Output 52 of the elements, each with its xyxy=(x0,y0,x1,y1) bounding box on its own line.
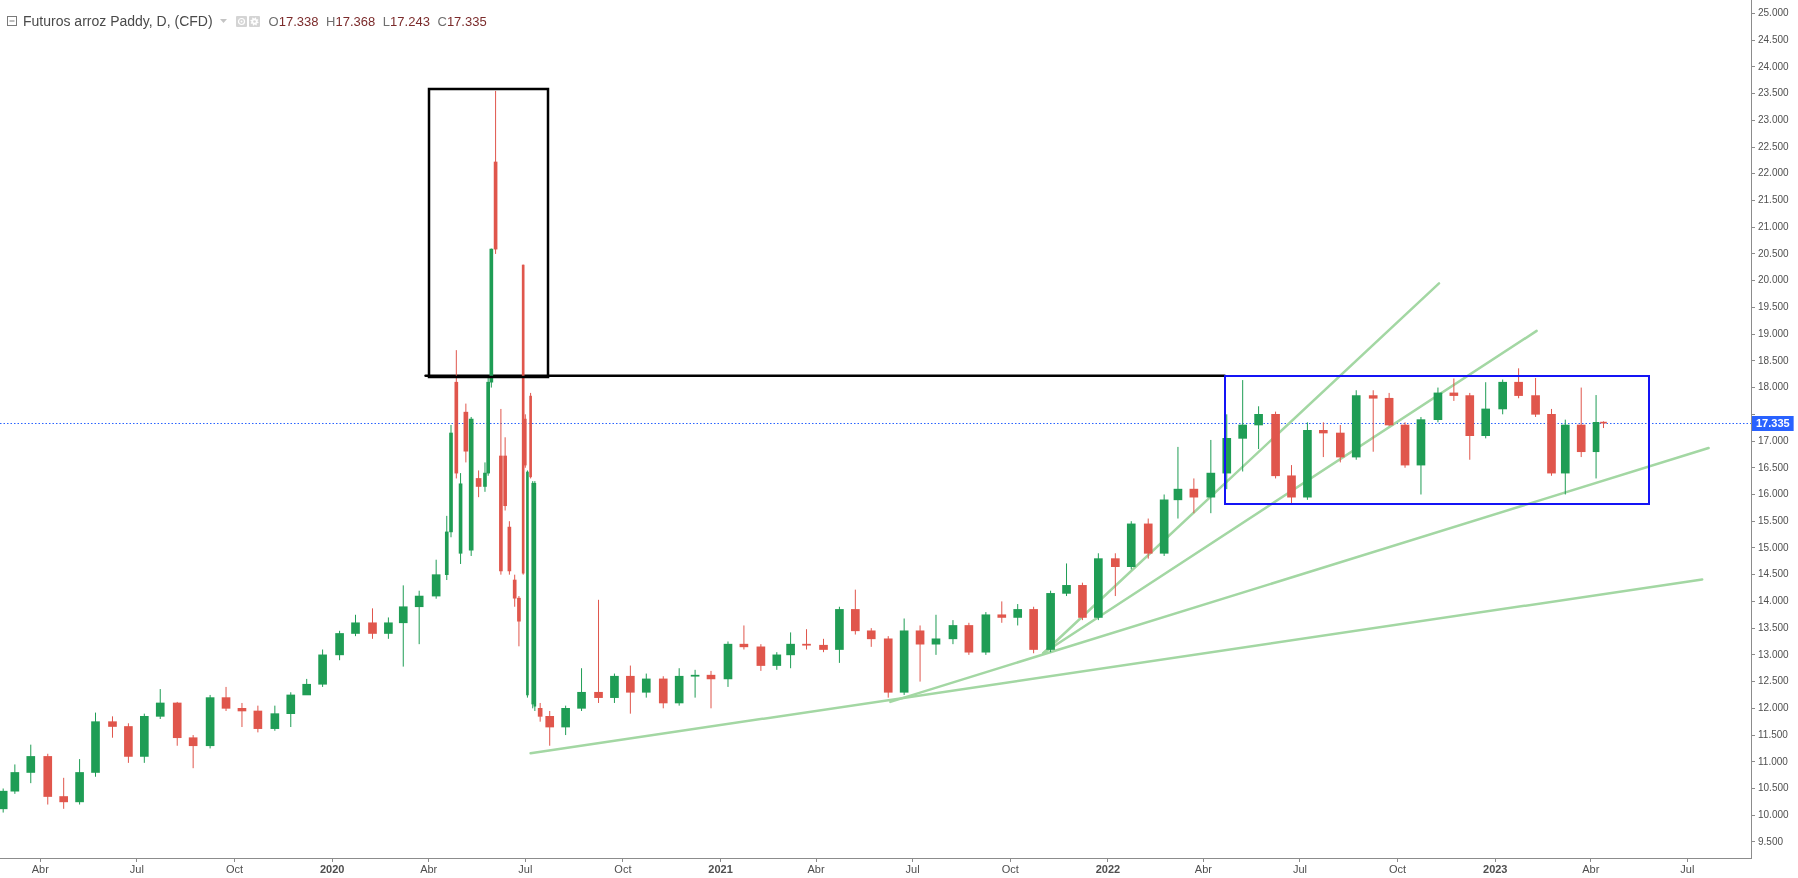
y-tick-label: 21.500 xyxy=(1758,194,1790,206)
y-tick-label: 22.500 xyxy=(1758,140,1790,152)
x-tick-label: 2021 xyxy=(708,862,733,875)
y-tick-label: 10.500 xyxy=(1758,782,1790,794)
y-tick-label: 23.500 xyxy=(1758,87,1790,99)
x-tick-label: Oct xyxy=(225,862,244,875)
x-tick-label: Abr xyxy=(31,862,50,875)
x-tick-label: Jul xyxy=(1292,862,1308,875)
x-tick-label: Jul xyxy=(905,862,920,875)
y-tick-label: 20.000 xyxy=(1758,274,1790,286)
y-tick-label: 15.500 xyxy=(1758,514,1790,526)
y-tick-label: 9.500 xyxy=(1758,835,1784,847)
y-tick-label: 10.000 xyxy=(1758,808,1790,820)
x-tick-label: Oct xyxy=(614,862,632,875)
y-tick-label: 19.000 xyxy=(1758,327,1790,339)
x-tick-label: Oct xyxy=(1001,862,1019,875)
y-tick-label: 19.500 xyxy=(1758,301,1790,313)
x-tick-label: Jul xyxy=(1680,862,1695,875)
text: Futuros arroz Paddy, D, (CFD) xyxy=(23,13,213,29)
x-tick-label: Oct xyxy=(1389,862,1407,875)
x-tick-label: Jul xyxy=(129,862,144,875)
y-tick-label: 16.000 xyxy=(1758,488,1790,500)
x-tick-label: Abr xyxy=(807,862,825,875)
x-tick-label: 2023 xyxy=(1483,862,1508,875)
y-tick-label: 20.500 xyxy=(1758,247,1790,259)
text: O17.338 H17.368 L17.243 C17.335 xyxy=(268,13,487,29)
x-tick-label: Abr xyxy=(420,862,438,875)
x-tick-label: Abr xyxy=(1582,862,1600,875)
y-tick-label: 14.000 xyxy=(1758,595,1790,607)
y-tick-label: 22.000 xyxy=(1758,167,1790,179)
y-tick-label: 11.500 xyxy=(1758,728,1789,740)
y-tick-label: 24.500 xyxy=(1758,33,1790,45)
y-tick-label: 12.000 xyxy=(1758,702,1790,714)
y-tick-label: 16.500 xyxy=(1758,461,1790,473)
x-tick-label: Jul xyxy=(518,862,533,875)
y-tick-label: 21.000 xyxy=(1758,220,1790,232)
y-tick-label: 11.000 xyxy=(1758,755,1789,767)
y-tick-label: 15.000 xyxy=(1758,541,1790,553)
y-tick-label: 14.500 xyxy=(1758,568,1790,580)
y-tick-label: 24.000 xyxy=(1758,60,1790,72)
x-tick-label: 2022 xyxy=(1095,862,1121,875)
y-tick-label: 25.000 xyxy=(1758,7,1790,19)
y-tick-label: 18.500 xyxy=(1758,354,1790,366)
y-tick-label: 18.000 xyxy=(1758,381,1790,393)
x-tick-label: Abr xyxy=(1194,862,1213,875)
y-tick-label: 12.500 xyxy=(1758,675,1790,687)
x-tick-label: 2020 xyxy=(319,862,345,875)
y-tick-label: 23.000 xyxy=(1758,114,1790,126)
ref-line-label: 17.335 xyxy=(1756,416,1790,429)
y-tick-label: 13.500 xyxy=(1758,621,1790,633)
y-tick-label: 13.000 xyxy=(1758,648,1790,660)
y-tick-label: 17.000 xyxy=(1758,434,1790,446)
